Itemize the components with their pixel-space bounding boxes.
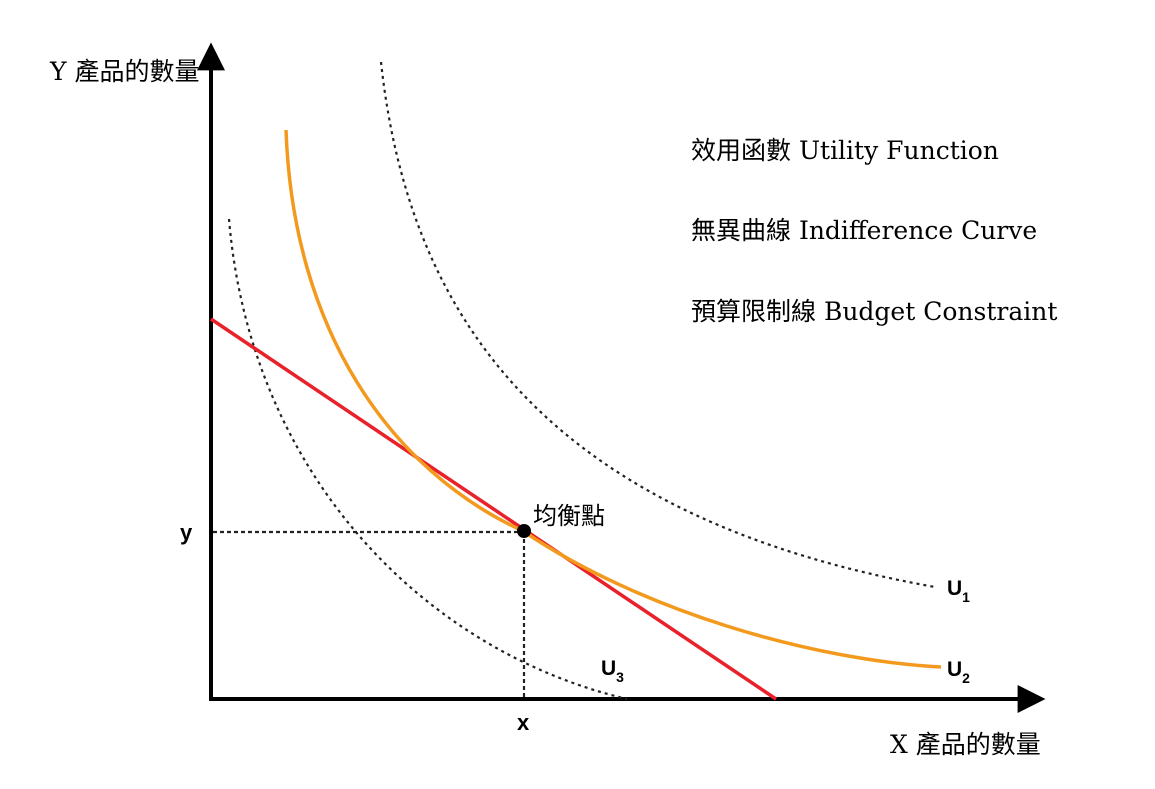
legend-indifference-curve: 無異曲線 Indifference Curve: [691, 216, 1037, 245]
curve-label-u1: U1: [947, 577, 970, 605]
curve-label-u3: U3: [601, 657, 624, 685]
equilibrium-label: 均衡點: [533, 502, 605, 530]
legend-budget-constraint: 預算限制線 Budget Constraint: [691, 297, 1057, 326]
equilibrium-point: [517, 524, 531, 538]
legend-utility-function: 效用函數 Utility Function: [691, 136, 999, 165]
y-tick-label: y: [180, 520, 193, 545]
y-axis-label: Y 產品的數量: [49, 57, 199, 86]
x-axis-label: X 產品的數量: [890, 730, 1041, 759]
indifference-curve-u2: [284, 129, 942, 669]
x-tick-label: x: [517, 710, 530, 735]
curve-label-u2: U2: [947, 658, 970, 686]
budget-constraint-line: [210, 317, 777, 701]
indifference-curve-u3: [227, 218, 628, 701]
indifference-curve-u1: [379, 61, 936, 589]
